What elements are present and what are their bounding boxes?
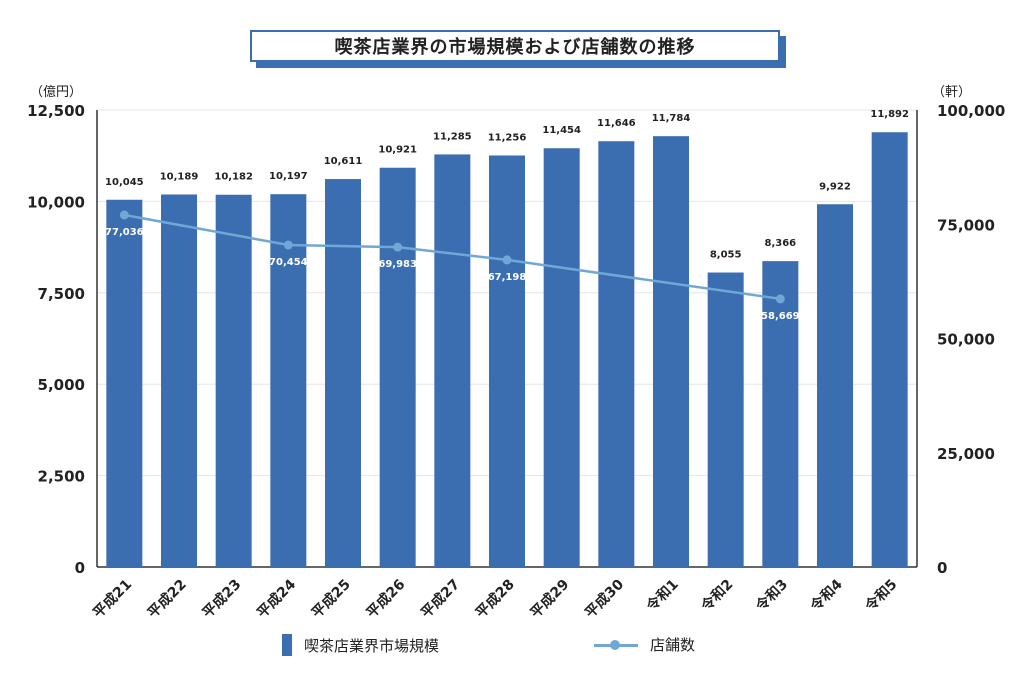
x-tick-label: 平成24 bbox=[254, 576, 300, 622]
x-tick-label: 平成25 bbox=[308, 576, 354, 622]
bar-market-size bbox=[707, 272, 744, 567]
legend-line-swatch bbox=[594, 636, 638, 654]
bar-value-label: 9,922 bbox=[819, 181, 851, 192]
y-left-tick-label: 7,500 bbox=[38, 285, 85, 303]
point-store-count bbox=[775, 294, 785, 304]
x-tick-label: 平成29 bbox=[527, 576, 573, 622]
bar-value-label: 8,055 bbox=[710, 250, 742, 261]
y-right-tick-label: 25,000 bbox=[937, 445, 995, 463]
x-tick-label: 平成23 bbox=[199, 576, 245, 622]
bar-value-label: 10,611 bbox=[324, 156, 363, 167]
bar-value-label: 11,646 bbox=[597, 118, 636, 129]
legend-label-market-size: 喫茶店業界市場規模 bbox=[304, 636, 440, 655]
legend-bar-swatch bbox=[282, 634, 292, 656]
bar-market-size bbox=[762, 261, 799, 567]
bar-market-size bbox=[161, 194, 197, 567]
legend-item-store-count: 店舗数 bbox=[594, 634, 695, 655]
x-tick-label: 令和4 bbox=[806, 576, 846, 616]
point-store-count bbox=[283, 240, 293, 250]
bar-market-size bbox=[106, 199, 143, 567]
y-left-tick-label: 12,500 bbox=[27, 102, 85, 120]
y-left-tick-label: 5,000 bbox=[38, 376, 85, 394]
bar-market-size bbox=[434, 154, 471, 567]
legend-label-store-count: 店舗数 bbox=[650, 636, 696, 654]
x-tick-label: 平成30 bbox=[582, 576, 628, 622]
bar-value-label: 11,784 bbox=[652, 113, 691, 124]
bar-market-size bbox=[489, 155, 525, 567]
bar-value-label: 10,045 bbox=[105, 177, 144, 188]
bar-market-size bbox=[871, 132, 908, 567]
bar-value-label: 10,197 bbox=[269, 171, 308, 182]
point-value-label: 67,198 bbox=[488, 272, 527, 283]
bar-value-label: 8,366 bbox=[765, 238, 797, 249]
bar-value-label: 10,189 bbox=[160, 171, 199, 182]
y-right-tick-label: 75,000 bbox=[937, 216, 995, 234]
bar-value-label: 11,892 bbox=[870, 109, 909, 120]
bar-market-size bbox=[598, 141, 635, 568]
point-store-count bbox=[502, 255, 512, 265]
bar-market-size bbox=[270, 194, 307, 567]
bar-value-label: 11,454 bbox=[542, 125, 581, 136]
y-right-unit-label: （軒） bbox=[932, 85, 971, 100]
x-tick-label: 令和2 bbox=[697, 576, 736, 615]
x-tick-label: 令和3 bbox=[752, 576, 791, 615]
x-tick-label: 平成22 bbox=[144, 576, 190, 622]
bar-value-label: 10,921 bbox=[378, 145, 417, 156]
bar-market-size bbox=[379, 167, 416, 567]
bar-value-label: 11,285 bbox=[433, 131, 472, 142]
x-tick-label: 平成26 bbox=[363, 576, 409, 622]
bar-market-size bbox=[215, 194, 252, 567]
bar-market-size bbox=[653, 136, 689, 568]
chart-title-box: 喫茶店業界の市場規模および店舗数の推移 bbox=[250, 30, 780, 62]
bar-value-label: 10,182 bbox=[214, 172, 253, 183]
bar-value-label: 11,256 bbox=[488, 132, 527, 143]
x-tick-label: 令和5 bbox=[861, 576, 900, 615]
y-right-tick-label: 50,000 bbox=[937, 331, 995, 349]
point-store-count bbox=[393, 242, 403, 252]
point-store-count bbox=[119, 210, 129, 220]
bar-market-size bbox=[325, 179, 361, 568]
y-left-tick-label: 2,500 bbox=[38, 468, 85, 486]
bar-market-size bbox=[543, 148, 580, 567]
chart-title-frame: 喫茶店業界の市場規模および店舗数の推移 bbox=[250, 30, 786, 68]
y-right-tick-label: 100,000 bbox=[937, 102, 1005, 120]
x-tick-label: 平成28 bbox=[472, 576, 518, 622]
y-left-unit-label: （億円） bbox=[30, 84, 82, 100]
x-tick-label: 平成21 bbox=[90, 576, 136, 622]
y-right-tick-label: 0 bbox=[937, 559, 947, 577]
point-value-label: 69,983 bbox=[378, 259, 417, 270]
bar-market-size bbox=[817, 204, 853, 567]
point-value-label: 70,454 bbox=[269, 257, 308, 268]
y-left-tick-label: 10,000 bbox=[27, 193, 85, 211]
point-value-label: 77,036 bbox=[105, 227, 144, 238]
y-left-tick-label: 0 bbox=[75, 559, 85, 577]
legend-item-market-size: 喫茶店業界市場規模 bbox=[282, 634, 439, 656]
x-tick-label: 平成27 bbox=[418, 576, 464, 622]
point-value-label: 58,669 bbox=[761, 311, 800, 322]
x-tick-label: 令和1 bbox=[642, 576, 681, 615]
chart-title: 喫茶店業界の市場規模および店舗数の推移 bbox=[334, 37, 696, 58]
